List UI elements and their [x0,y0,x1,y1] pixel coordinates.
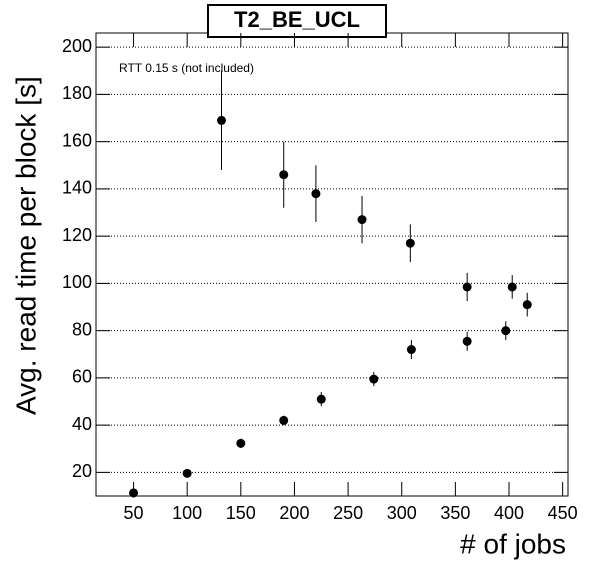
data-point [369,374,379,384]
data-point [236,438,246,448]
y-tick-label: 140 [62,178,92,198]
plot-frame [95,32,569,497]
y-axis-label: Avg. read time per block [s] [10,76,41,415]
y-tick-label: 180 [62,83,92,103]
y-tick-label: 80 [72,319,92,339]
x-tick-label: 50 [124,503,144,523]
data-point [279,170,289,180]
data-point [279,415,289,425]
data-point [129,488,139,498]
y-tick-label: 200 [62,36,92,56]
y-tick-label: 60 [72,367,92,387]
y-tick-label: 160 [62,130,92,150]
data-point [462,282,472,292]
x-tick-label: 300 [387,503,417,523]
data-point [507,282,517,292]
data-point [501,326,511,336]
x-axis-label: # of jobs [460,528,566,559]
x-tick-label: 400 [494,503,524,523]
data-point [522,300,532,310]
data-point [462,336,472,346]
annotation: RTT 0.15 s (not included) [119,61,254,75]
data-point [316,394,326,404]
y-tick-label: 20 [72,461,92,481]
x-tick-label: 150 [226,503,256,523]
data-point [182,468,192,478]
data-point [405,238,415,248]
title-box [207,4,387,38]
y-tick-label: 40 [72,414,92,434]
data-point [357,215,367,225]
x-tick-label: 100 [172,503,202,523]
chart-title: T2_BE_UCL [234,7,360,32]
data-point [311,189,321,199]
data-point [406,345,416,355]
y-tick-label: 120 [62,225,92,245]
x-tick-label: 450 [548,503,578,523]
x-tick-label: 200 [279,503,309,523]
data-point [217,115,227,125]
x-tick-label: 250 [333,503,363,523]
x-tick-label: 350 [440,503,470,523]
y-tick-label: 100 [62,272,92,292]
